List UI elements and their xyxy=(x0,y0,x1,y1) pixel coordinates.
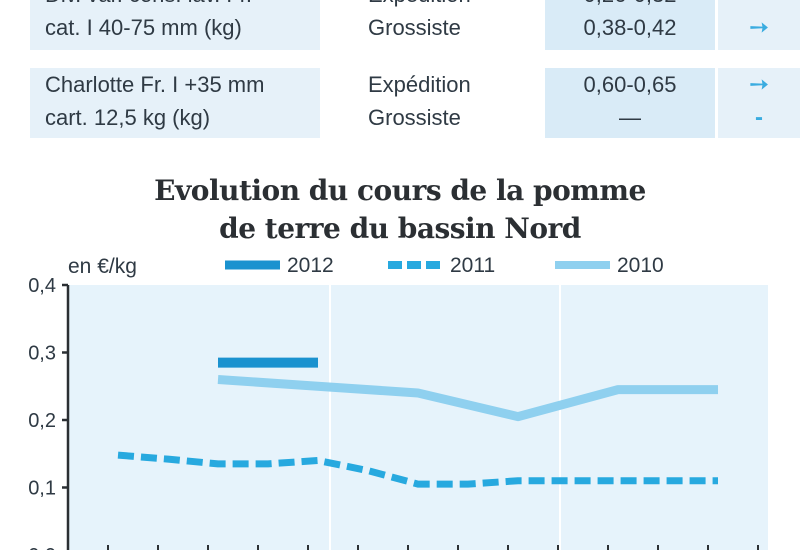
chart-title-line: de terre du bassin Nord xyxy=(219,212,581,245)
x-axis xyxy=(107,545,759,550)
stage-cell: Expédition Grossiste xyxy=(323,68,543,138)
plot-gridlines xyxy=(329,285,561,550)
trend-arrow-icon: ➙ xyxy=(718,0,800,11)
price-value: 0,60-0,65 xyxy=(583,72,677,97)
trend-dash-icon: - xyxy=(755,104,763,131)
chart-title: Evolution du cours de la pomme de terre … xyxy=(0,172,800,248)
price-cell: 0,60-0,65 — xyxy=(545,68,715,138)
price-value: — xyxy=(619,105,641,130)
product-line: Div. var. cons. lav. Fr. xyxy=(45,0,320,11)
legend: 2012 2011 2010 xyxy=(225,254,664,277)
stage-label: Grossiste xyxy=(368,105,461,130)
trend-cell: ➙ - xyxy=(718,68,800,138)
price-value: 0,38-0,42 xyxy=(583,15,677,40)
product-cell: Div. var. cons. lav. Fr. cat. I 40-75 mm… xyxy=(30,0,320,50)
trend-cell: ➙ ➙ xyxy=(718,0,800,50)
y-tick-label: 0,0 xyxy=(28,545,56,550)
product-line: cart. 12,5 kg (kg) xyxy=(45,105,211,130)
price-value: 0,26-0,32 xyxy=(545,0,715,11)
price-cell: 0,26-0,32 0,38-0,42 xyxy=(545,0,715,50)
legend-label-2012: 2012 xyxy=(287,254,334,277)
y-axis: 0,0 0,1 0,2 0,3 0,4 xyxy=(28,275,70,550)
stage-label: Expédition xyxy=(368,0,543,11)
legend-label-2011: 2011 xyxy=(450,254,495,277)
chart-title-line: Evolution du cours de la pomme xyxy=(154,174,646,207)
legend-label-2010: 2010 xyxy=(617,254,664,277)
y-tick-label: 0,1 xyxy=(28,478,56,500)
y-tick-label: 0,3 xyxy=(28,343,56,365)
plot-area xyxy=(68,285,768,550)
trend-arrow-icon: ➙ xyxy=(748,14,770,41)
price-table: Div. var. cons. lav. Fr. cat. I 40-75 mm… xyxy=(0,0,800,150)
product-cell: Charlotte Fr. I +35 mm cart. 12,5 kg (kg… xyxy=(30,68,320,138)
product-line: cat. I 40-75 mm (kg) xyxy=(45,15,242,40)
series-lines xyxy=(117,357,719,488)
stage-cell: Expédition Grossiste xyxy=(323,0,543,50)
y-axis-label: en €/kg xyxy=(68,255,137,278)
y-tick-label: 0,4 xyxy=(28,275,56,297)
stage-label: Expédition xyxy=(368,72,471,97)
trend-arrow-icon: ➙ xyxy=(748,71,770,98)
y-tick-label: 0,2 xyxy=(28,410,56,432)
stage-label: Grossiste xyxy=(368,15,461,40)
product-line: Charlotte Fr. I +35 mm xyxy=(45,72,265,97)
